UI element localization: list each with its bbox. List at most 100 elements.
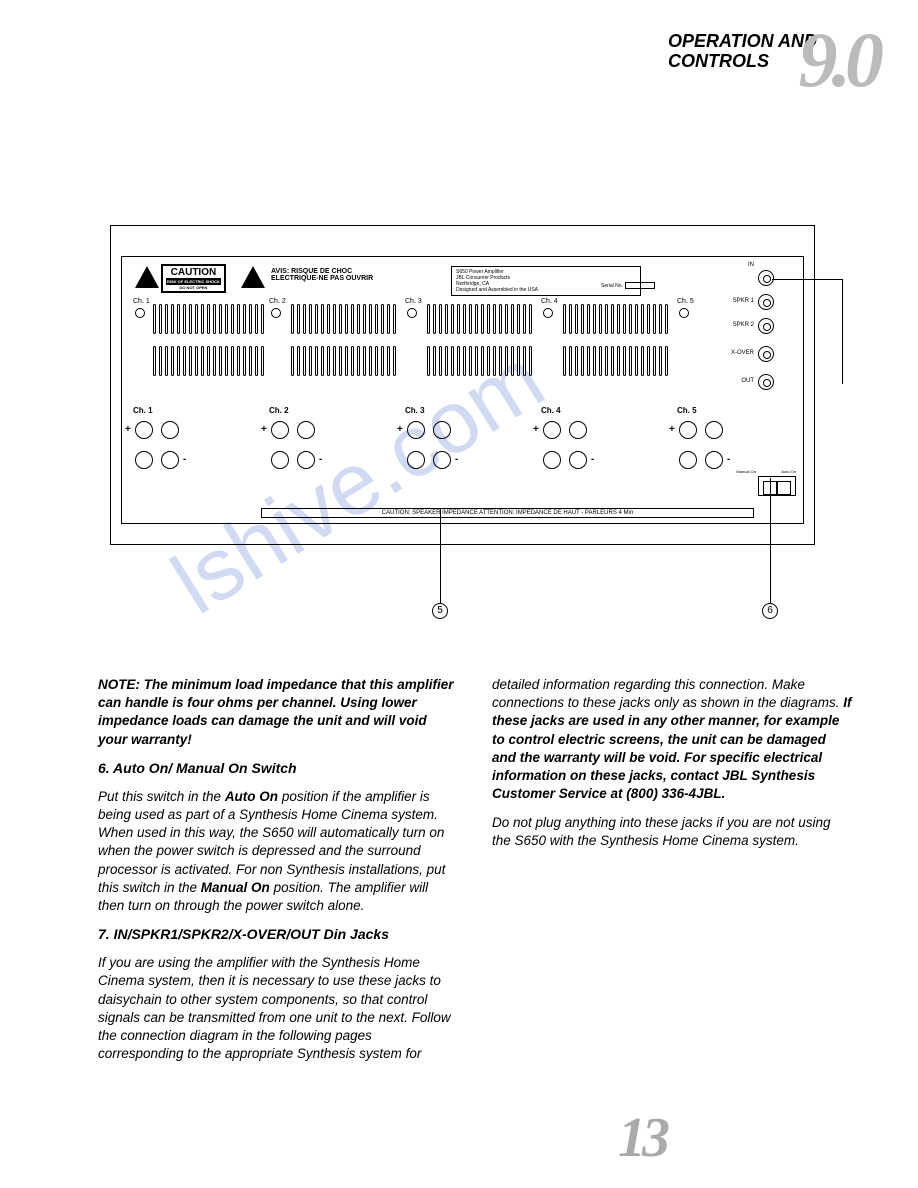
- section-title-line2: CONTROLS: [668, 51, 769, 71]
- ch-label: Ch. 5: [677, 298, 694, 305]
- serial-label: Serial No.: [601, 282, 655, 289]
- binding-post: [297, 421, 315, 439]
- callout-line: [440, 508, 441, 603]
- gain-knob: [271, 308, 281, 318]
- rca-label: X-OVER: [731, 350, 754, 356]
- section-title-line1: OPERATION AND: [668, 31, 817, 51]
- r1a: detailed information regarding this conn…: [492, 677, 843, 710]
- binding-post: [679, 421, 697, 439]
- binding-post: [569, 451, 587, 469]
- callout-line: [770, 478, 771, 603]
- para-6: Put this switch in the Auto On position …: [98, 788, 458, 916]
- minus-icon: -: [591, 454, 594, 465]
- binding-post: [135, 451, 153, 469]
- callout-5: 5: [432, 603, 448, 619]
- gain-knob: [135, 308, 145, 318]
- binding-post: [705, 451, 723, 469]
- auto-manual-switch: [758, 476, 796, 496]
- din-jack: [758, 346, 774, 362]
- binding-post: [433, 451, 451, 469]
- ch-label: Ch. 4: [541, 298, 558, 305]
- gain-knob: [407, 308, 417, 318]
- minus-icon: -: [455, 454, 458, 465]
- para-7: If you are using the amplifier with the …: [98, 954, 458, 1063]
- vent-grille: [153, 304, 264, 334]
- binding-post: [407, 451, 425, 469]
- minus-icon: -: [183, 454, 186, 465]
- vent-grille: [563, 304, 668, 334]
- caution-title: CAUTION: [166, 267, 221, 278]
- plus-icon: +: [397, 424, 403, 435]
- p6b-bold: Manual On: [201, 880, 270, 895]
- para-r1: detailed information regarding this conn…: [492, 676, 852, 804]
- din-jack: [758, 294, 774, 310]
- r1b: If these jacks are used in any other man…: [492, 695, 851, 801]
- term-label: Ch. 3: [405, 406, 425, 415]
- callout-line: [842, 279, 843, 384]
- callout-6: 6: [762, 603, 778, 619]
- din-jack: [758, 270, 774, 286]
- binding-post: [569, 421, 587, 439]
- note-text: NOTE: The minimum load impedance that th…: [98, 676, 458, 749]
- warning-triangle-icon: [241, 266, 265, 288]
- serial-text: Serial No.: [601, 283, 623, 289]
- binding-post: [135, 421, 153, 439]
- p6a-bold: Auto On: [225, 789, 278, 804]
- term-label: Ch. 1: [133, 406, 153, 415]
- left-column: NOTE: The minimum load impedance that th…: [98, 676, 458, 1074]
- impedance-caution-bar: CAUTION: SPEAKER IMPEDANCE ATTENTION: IM…: [261, 508, 754, 518]
- caution-label: CAUTION RISK OF ELECTRIC SHOCK DO NOT OP…: [161, 264, 226, 293]
- ch-label: Ch. 2: [269, 298, 286, 305]
- caution-sub1: RISK OF ELECTRIC SHOCK: [166, 278, 221, 285]
- page-header: OPERATION AND CONTROLS 9.0: [668, 20, 878, 100]
- binding-post: [433, 421, 451, 439]
- ch-label: Ch. 1: [133, 298, 150, 305]
- din-jack: [758, 318, 774, 334]
- avis-line1: AVIS: RISQUE DE CHOC: [271, 268, 352, 275]
- warning-triangle-icon: [135, 266, 159, 288]
- vent-grille: [563, 346, 668, 376]
- callout-line: [772, 279, 842, 280]
- gain-knob: [543, 308, 553, 318]
- binding-post: [271, 421, 289, 439]
- section-title: OPERATION AND CONTROLS: [668, 32, 817, 72]
- switch-label-left: Manual On: [736, 469, 756, 474]
- ch-label: Ch. 3: [405, 298, 422, 305]
- term-label: Ch. 5: [677, 406, 697, 415]
- binding-post: [161, 451, 179, 469]
- rca-label: IN: [748, 262, 754, 268]
- right-column: detailed information regarding this conn…: [492, 676, 852, 1074]
- product-label: S650 Power Amplifier JBL Consumer Produc…: [451, 266, 641, 296]
- plus-icon: +: [669, 424, 675, 435]
- plus-icon: +: [125, 424, 131, 435]
- din-jack: [758, 374, 774, 390]
- minus-icon: -: [727, 454, 730, 465]
- body-columns: NOTE: The minimum load impedance that th…: [98, 676, 852, 1074]
- binding-post: [679, 451, 697, 469]
- plus-icon: +: [533, 424, 539, 435]
- vent-grille: [291, 346, 396, 376]
- vent-grille: [427, 346, 532, 376]
- gain-knob: [679, 308, 689, 318]
- vent-grille: [291, 304, 396, 334]
- heading-6: 6. Auto On/ Manual On Switch: [98, 759, 458, 778]
- minus-icon: -: [319, 454, 322, 465]
- binding-post: [161, 421, 179, 439]
- binding-post: [407, 421, 425, 439]
- binding-post: [705, 421, 723, 439]
- para-r2: Do not plug anything into these jacks if…: [492, 814, 852, 850]
- avis-label: AVIS: RISQUE DE CHOC ELECTRIQUE-NE PAS O…: [271, 268, 373, 282]
- plus-icon: +: [261, 424, 267, 435]
- section-number: 9.0: [799, 15, 879, 105]
- p6a: Put this switch in the: [98, 789, 225, 804]
- rca-label: OUT: [741, 378, 754, 384]
- vent-grille: [427, 304, 532, 334]
- binding-post: [271, 451, 289, 469]
- rca-label: SPKR 2: [733, 322, 754, 328]
- binding-post: [543, 421, 561, 439]
- binding-post: [297, 451, 315, 469]
- avis-line2: ELECTRIQUE-NE PAS OUVRIR: [271, 275, 373, 282]
- rear-panel-diagram: CAUTION RISK OF ELECTRIC SHOCK DO NOT OP…: [110, 225, 815, 545]
- rca-label: SPKR 1: [733, 298, 754, 304]
- vent-grille: [153, 346, 264, 376]
